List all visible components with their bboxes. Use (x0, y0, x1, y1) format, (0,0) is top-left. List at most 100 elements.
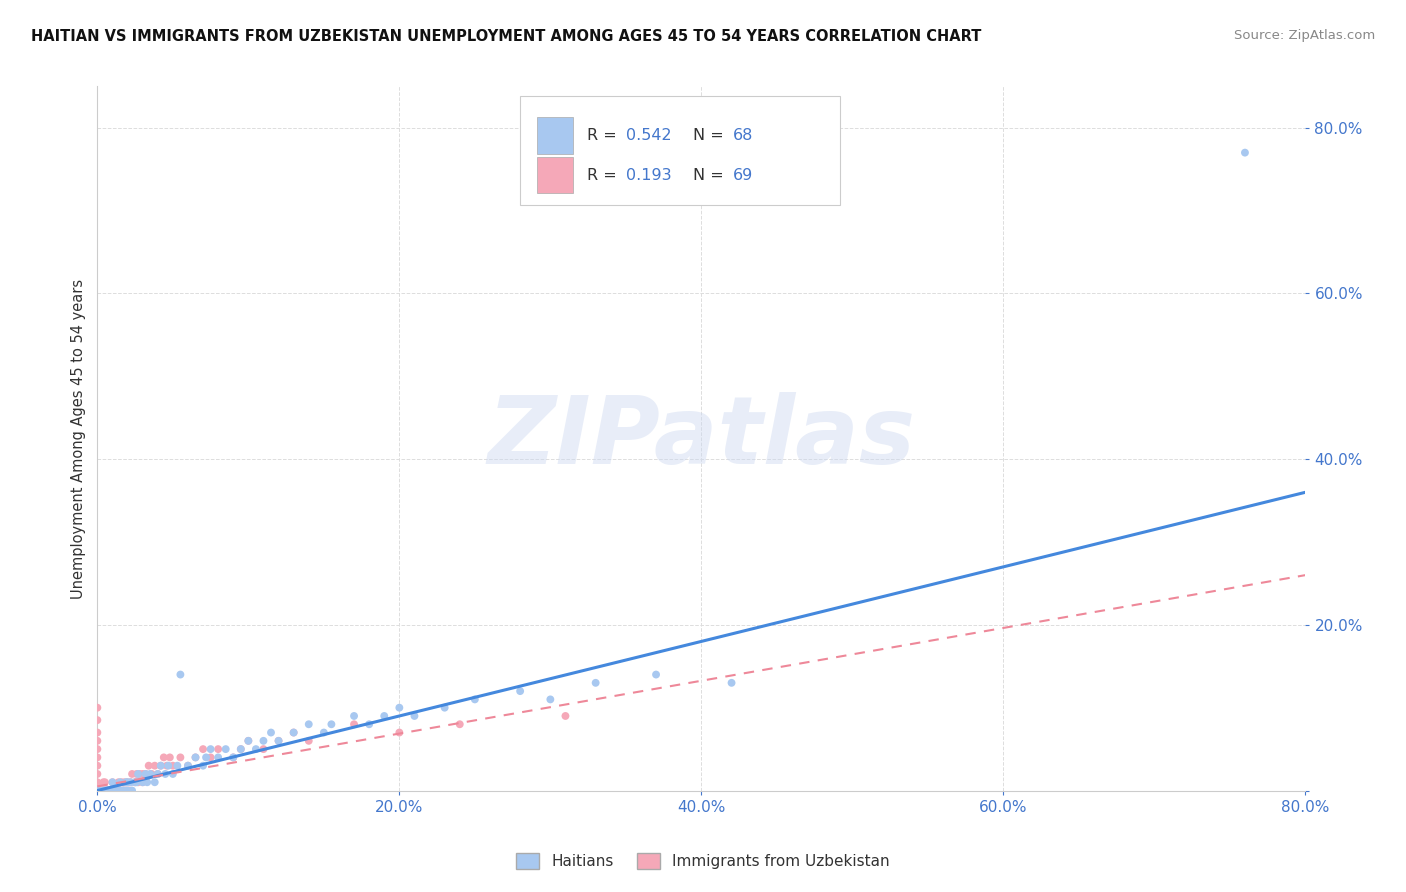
Point (120, 775, 142, 789)
Point (388, 700, 411, 714)
Point (229, 742, 252, 756)
Point (139, 767, 162, 781)
Point (404, 709, 426, 723)
Point (283, 725, 305, 739)
Point (90, 783, 112, 797)
Point (97, 783, 120, 797)
Point (184, 750, 207, 764)
Point (207, 742, 229, 756)
Point (86, 767, 108, 781)
Point (104, 783, 127, 797)
Point (86, 783, 108, 797)
Point (115, 783, 138, 797)
Point (101, 775, 124, 789)
FancyBboxPatch shape (520, 95, 841, 204)
Point (94, 775, 117, 789)
Point (143, 758, 166, 772)
Point (117, 783, 139, 797)
Point (388, 725, 411, 739)
Point (169, 750, 191, 764)
Point (114, 783, 136, 797)
Point (86, 758, 108, 772)
Point (89, 783, 111, 797)
Point (118, 783, 141, 797)
Point (245, 742, 267, 756)
Point (191, 758, 214, 772)
Point (141, 767, 163, 781)
Point (98, 783, 121, 797)
Point (127, 767, 149, 781)
Point (169, 667, 191, 681)
Point (96, 783, 118, 797)
Point (111, 783, 134, 797)
Point (94, 783, 117, 797)
Point (124, 775, 146, 789)
Point (138, 758, 160, 772)
Point (105, 783, 128, 797)
Point (252, 734, 274, 748)
Point (131, 775, 153, 789)
Point (87, 783, 110, 797)
Point (200, 742, 222, 756)
Point (86, 780, 108, 794)
Point (93, 783, 115, 797)
Point (108, 783, 131, 797)
Text: N =: N = (693, 128, 728, 143)
Point (98, 783, 121, 797)
Point (128, 767, 150, 781)
Text: HAITIAN VS IMMIGRANTS FROM UZBEKISTAN UNEMPLOYMENT AMONG AGES 45 TO 54 YEARS COR: HAITIAN VS IMMIGRANTS FROM UZBEKISTAN UN… (31, 29, 981, 44)
Point (509, 684, 531, 698)
Point (149, 758, 172, 772)
Text: 0.193: 0.193 (627, 168, 672, 183)
Point (111, 783, 134, 797)
Point (93, 783, 115, 797)
Point (191, 742, 214, 756)
Point (89, 783, 111, 797)
Point (110, 775, 132, 789)
Point (298, 717, 321, 731)
Point (143, 775, 166, 789)
Point (96, 783, 118, 797)
Point (136, 775, 159, 789)
Point (107, 775, 129, 789)
Point (159, 750, 181, 764)
Point (298, 734, 321, 748)
Point (146, 767, 169, 781)
Point (207, 750, 229, 764)
Text: 69: 69 (733, 168, 754, 183)
Point (373, 709, 395, 723)
Point (238, 734, 260, 748)
Point (121, 783, 143, 797)
Point (121, 767, 143, 781)
Point (283, 725, 305, 739)
Point (131, 767, 153, 781)
Text: R =: R = (586, 128, 621, 143)
Point (86, 734, 108, 748)
Point (97, 783, 120, 797)
Point (359, 717, 381, 731)
Y-axis label: Unemployment Among Ages 45 to 54 years: Unemployment Among Ages 45 to 54 years (72, 278, 86, 599)
Point (162, 767, 184, 781)
Point (152, 750, 174, 764)
Text: 0.542: 0.542 (627, 128, 672, 143)
Point (177, 758, 200, 772)
Point (104, 783, 127, 797)
Point (252, 742, 274, 756)
Point (101, 783, 124, 797)
Text: N =: N = (693, 168, 728, 183)
FancyBboxPatch shape (537, 118, 574, 154)
Point (101, 775, 124, 789)
FancyBboxPatch shape (537, 157, 574, 194)
Point (343, 717, 366, 731)
Point (433, 700, 456, 714)
Point (155, 767, 177, 781)
Point (195, 750, 218, 764)
Point (343, 709, 366, 723)
Point (120, 775, 142, 789)
Point (645, 667, 668, 681)
Point (94, 783, 117, 797)
Point (1233, 145, 1256, 160)
Point (146, 767, 169, 781)
Text: 68: 68 (733, 128, 754, 143)
Point (464, 692, 486, 706)
